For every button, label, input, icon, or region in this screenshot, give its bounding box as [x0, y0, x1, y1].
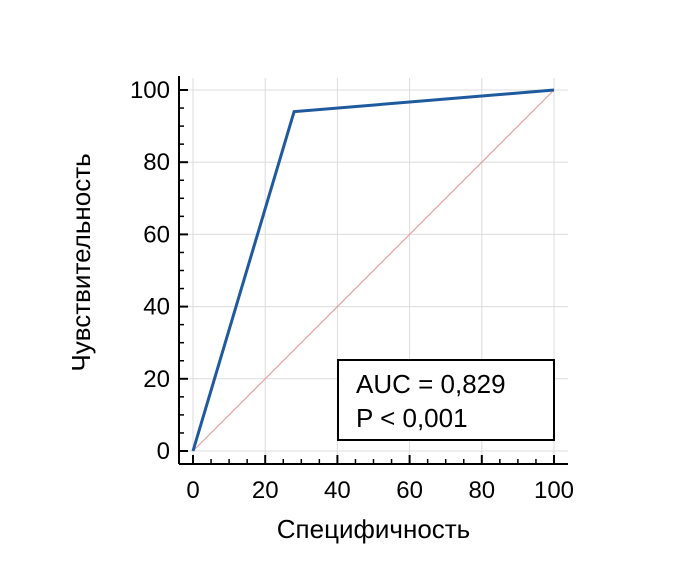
series	[191, 88, 555, 452]
x-axis-title: Специфичность	[277, 514, 470, 544]
annotation-box: AUC = 0,829 P < 0,001	[337, 359, 555, 441]
x-ticks: 0 20 40 60 80 100	[186, 455, 574, 504]
minor-ticks	[179, 107, 537, 464]
annotation-frame	[337, 359, 555, 441]
y-axis-title: Чувствительность	[66, 153, 96, 371]
y-tick-label: 20	[143, 366, 170, 393]
reference-diagonal-line	[192, 89, 555, 452]
y-tick-label: 80	[143, 149, 170, 176]
auc-label: AUC = 0,829	[356, 369, 506, 399]
x-tick-label: 80	[468, 477, 495, 504]
y-ticks: 0 20 40 60 80 100	[130, 77, 188, 465]
p-value-label: P < 0,001	[356, 403, 468, 433]
x-tick-label: 20	[252, 477, 279, 504]
roc-curve-line	[191, 88, 555, 452]
x-tick-label: 0	[186, 477, 199, 504]
y-tick-label: 60	[143, 221, 170, 248]
x-tick-label: 40	[324, 477, 351, 504]
y-tick-label: 0	[157, 438, 170, 465]
y-tick-label: 40	[143, 294, 170, 321]
x-tick-label: 60	[396, 477, 423, 504]
grid	[179, 78, 568, 464]
y-tick-label: 100	[130, 77, 170, 104]
x-tick-label: 100	[534, 477, 574, 504]
